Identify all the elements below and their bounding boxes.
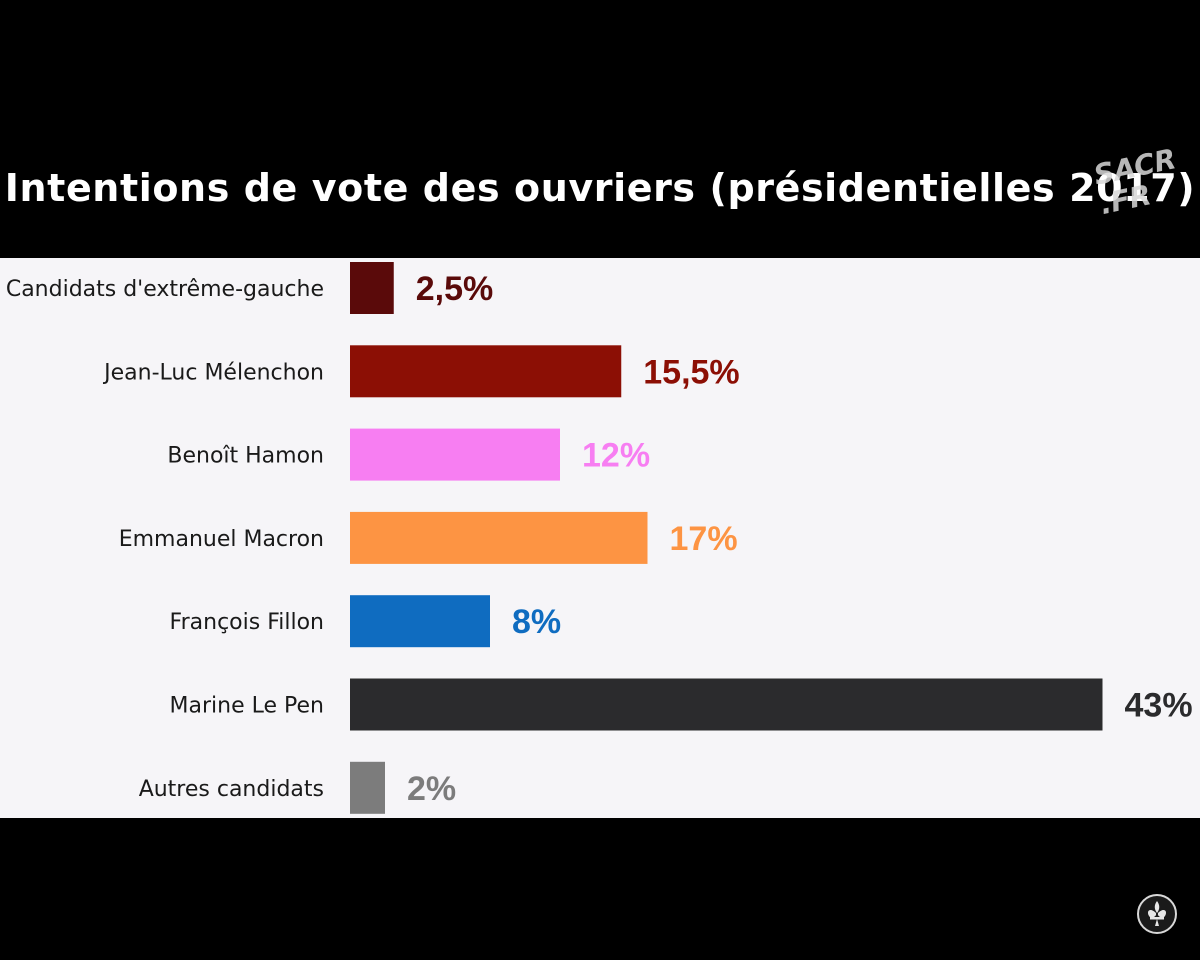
- category-label: Benoît Hamon: [167, 444, 324, 469]
- bar: [350, 761, 385, 814]
- value-label: 2,5%: [416, 270, 494, 308]
- bar-row: Benoît Hamon 12%: [167, 428, 650, 481]
- value-label: 12%: [582, 437, 650, 475]
- value-label: 17%: [670, 520, 738, 558]
- bar: [350, 428, 560, 481]
- bar: [350, 262, 394, 314]
- bar-row: Marine Le Pen 43%: [170, 678, 1193, 731]
- bar: [350, 345, 622, 398]
- bar-chart: Candidats d'extrême-gauche 2,5% Jean-Luc M…: [6, 262, 1193, 814]
- category-label: Jean-Luc Mélenchon: [102, 360, 324, 385]
- value-label: 2%: [407, 770, 456, 808]
- bar: [350, 595, 490, 648]
- bar-row: Autres candidats 2%: [139, 761, 456, 814]
- bar-row: Candidats d'extrême-gauche 2,5%: [6, 262, 493, 314]
- category-label: François Fillon: [170, 610, 324, 635]
- watermark-logo: SACR .FR: [1091, 141, 1200, 255]
- bar: [350, 511, 648, 564]
- value-label: 8%: [512, 603, 561, 641]
- category-label: Marine Le Pen: [170, 694, 324, 719]
- value-label: 15,5%: [643, 353, 739, 391]
- category-label: Candidats d'extrême-gauche: [6, 277, 324, 302]
- bar-row: Emmanuel Macron 17%: [119, 511, 738, 564]
- chart-panel: Candidats d'extrême-gauche 2,5% Jean-Luc M…: [0, 258, 1200, 818]
- bar-row: François Fillon 8%: [170, 595, 561, 648]
- fleur-de-lis-icon: [1136, 893, 1178, 935]
- category-label: Emmanuel Macron: [119, 527, 324, 552]
- bar-row: Jean-Luc Mélenchon 15,5%: [102, 345, 740, 398]
- category-label: Autres candidats: [139, 777, 324, 802]
- bar: [350, 678, 1103, 731]
- chart-title: Intentions de vote des ouvriers (préside…: [4, 166, 1196, 210]
- value-label: 43%: [1125, 687, 1193, 725]
